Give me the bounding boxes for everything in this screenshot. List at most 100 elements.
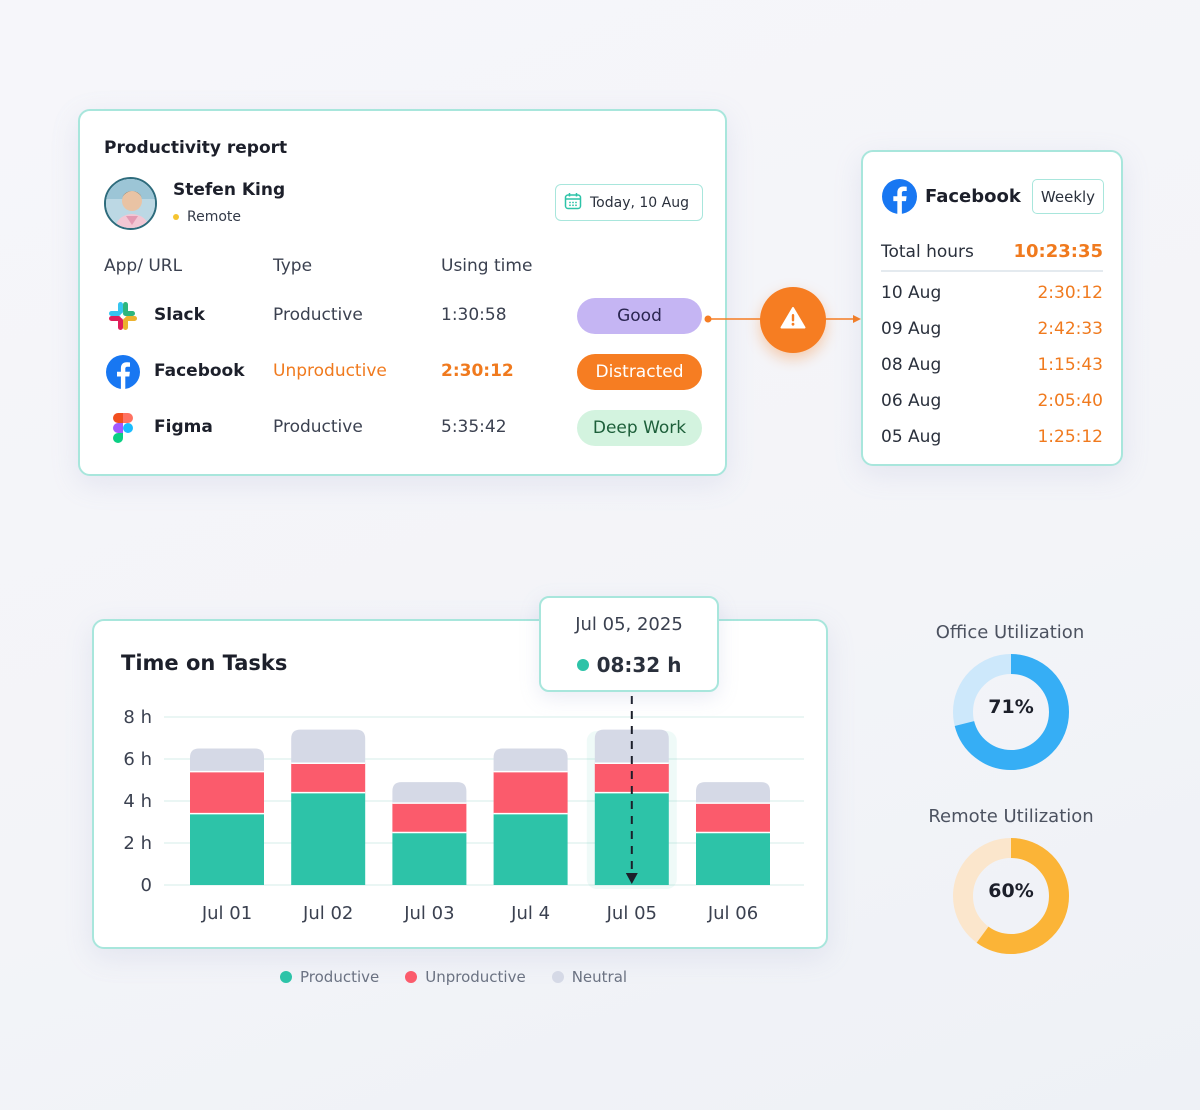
- chart-tooltip: Jul 05, 2025 08:32 h: [539, 596, 719, 692]
- day-value: 2:30:12: [1037, 283, 1103, 303]
- day-value: 2:05:40: [1037, 391, 1103, 411]
- remote-utilization-percent: 60%: [988, 880, 1034, 902]
- tooltip-pointer-arrow: [625, 873, 638, 884]
- day-value: 1:25:12: [1037, 427, 1103, 447]
- user-status-label: Remote: [187, 209, 242, 225]
- date-label: Today, 10 Aug: [590, 194, 689, 211]
- y-tick-label: 8 h: [123, 707, 152, 728]
- legend-item[interactable]: Productive: [280, 968, 379, 986]
- bar-segment-neutral: [190, 748, 264, 772]
- table-row[interactable]: Slack Productive 1:30:58 Good: [80, 296, 725, 336]
- tooltip-value: 08:32 h: [596, 653, 682, 677]
- report-title: Productivity report: [104, 138, 288, 158]
- table-row[interactable]: Facebook Unproductive 2:30:12 Distracted: [80, 352, 725, 392]
- legend-item[interactable]: Unproductive: [405, 968, 526, 986]
- app-using-time: 1:30:58: [441, 305, 507, 325]
- bar-segment-unproductive: [291, 763, 366, 793]
- bar-segment-unproductive: [392, 803, 467, 833]
- bar-segment-productive: [392, 832, 467, 885]
- warning-icon: [780, 306, 806, 334]
- list-item: 09 Aug 2:42:33: [881, 319, 1103, 343]
- bar-segment-neutral: [493, 748, 568, 772]
- remote-utilization-donut: 60%: [953, 838, 1069, 954]
- app-using-time: 2:30:12: [441, 361, 514, 381]
- column-header-type: Type: [273, 256, 313, 276]
- bar-segment-productive: [190, 813, 264, 885]
- column-header-app: App/ URL: [104, 256, 183, 276]
- total-hours-label: Total hours: [881, 242, 974, 262]
- status-dot: [173, 214, 179, 220]
- office-utilization-percent: 71%: [988, 696, 1034, 718]
- user-status: Remote: [173, 209, 241, 225]
- x-tick-label: Jul 02: [302, 903, 353, 924]
- tooltip-dot: [576, 659, 589, 671]
- app-type: Productive: [273, 305, 363, 325]
- status-badge: Distracted: [577, 354, 702, 390]
- status-badge: Deep Work: [577, 410, 702, 446]
- chart-title: Time on Tasks: [121, 651, 288, 675]
- bar-segment-unproductive: [190, 771, 264, 814]
- app-type: Unproductive: [273, 361, 387, 381]
- facebook-icon: [882, 179, 917, 214]
- legend-label: Unproductive: [425, 968, 526, 986]
- remote-utilization-label: Remote Utilization: [928, 806, 1094, 827]
- period-dropdown[interactable]: Weekly: [1032, 179, 1104, 214]
- date-picker-button[interactable]: Today, 10 Aug: [555, 184, 703, 221]
- bar-segment-unproductive: [696, 803, 770, 833]
- weekly-app-name: Facebook: [925, 186, 1021, 207]
- calendar-icon: [564, 192, 582, 214]
- bar-segment-neutral: [291, 729, 366, 764]
- list-item: 08 Aug 1:15:43: [881, 355, 1103, 379]
- bar-segment-productive: [696, 832, 770, 885]
- y-tick-label: 2 h: [123, 833, 152, 854]
- day-date: 08 Aug: [881, 355, 942, 375]
- y-tick-label: 4 h: [123, 791, 152, 812]
- office-utilization-donut: 71%: [953, 654, 1069, 770]
- day-date: 05 Aug: [881, 427, 942, 447]
- day-date: 09 Aug: [881, 319, 942, 339]
- tooltip-date: Jul 05, 2025: [575, 614, 683, 635]
- status-badge: Good: [577, 298, 702, 334]
- warning-button[interactable]: [760, 287, 826, 353]
- y-tick-label: 6 h: [123, 749, 152, 770]
- day-date: 06 Aug: [881, 391, 942, 411]
- chart-legend: Productive Unproductive Neutral: [280, 968, 627, 986]
- tooltip-value-row: 08:32 h: [541, 653, 717, 677]
- list-item: 05 Aug 1:25:12: [881, 427, 1103, 451]
- legend-swatch: [551, 971, 564, 983]
- list-item: 06 Aug 2:05:40: [881, 391, 1103, 415]
- legend-item[interactable]: Neutral: [551, 968, 628, 986]
- x-tick-label: Jul 4: [510, 903, 550, 924]
- bar-segment-unproductive: [493, 771, 568, 814]
- day-date: 10 Aug: [881, 283, 942, 303]
- divider: [881, 270, 1103, 272]
- bar-segment-productive: [493, 813, 568, 885]
- slack-icon: [106, 299, 140, 333]
- facebook-weekly-card: Facebook Weekly Total hours 10:23:35 10 …: [861, 150, 1123, 466]
- table-row[interactable]: Figma Productive 5:35:42 Deep Work: [80, 408, 725, 448]
- avatar[interactable]: [104, 177, 157, 230]
- app-using-time: 5:35:42: [441, 417, 507, 437]
- productivity-report-card: Productivity report Stefen King Remote T: [78, 109, 727, 476]
- legend-label: Neutral: [571, 968, 628, 986]
- legend-label: Productive: [300, 968, 380, 986]
- bar-segment-productive: [291, 792, 366, 885]
- x-tick-label: Jul 05: [606, 903, 657, 924]
- total-hours-value: 10:23:35: [1013, 241, 1103, 262]
- stacked-bar-chart: 0 2 h 4 h 6 h 8 h Jul 01 Jul 02 Jul 03 Jul 4 Jul …: [123, 696, 804, 924]
- legend-swatch: [280, 971, 292, 983]
- app-type: Productive: [273, 417, 363, 437]
- list-item: 10 Aug 2:30:12: [881, 283, 1103, 307]
- donut-arc: [953, 654, 1069, 770]
- day-value: 1:15:43: [1037, 355, 1103, 375]
- legend-swatch: [405, 971, 418, 983]
- figma-icon: [106, 411, 140, 445]
- column-header-time: Using time: [441, 256, 533, 276]
- app-name: Facebook: [154, 361, 245, 381]
- day-value: 2:42:33: [1037, 319, 1103, 339]
- app-name: Slack: [154, 305, 205, 325]
- x-tick-label: Jul 01: [201, 903, 252, 924]
- donut-arc: [953, 838, 1069, 954]
- office-utilization-label: Office Utilization: [935, 622, 1085, 643]
- user-name: Stefen King: [173, 180, 286, 200]
